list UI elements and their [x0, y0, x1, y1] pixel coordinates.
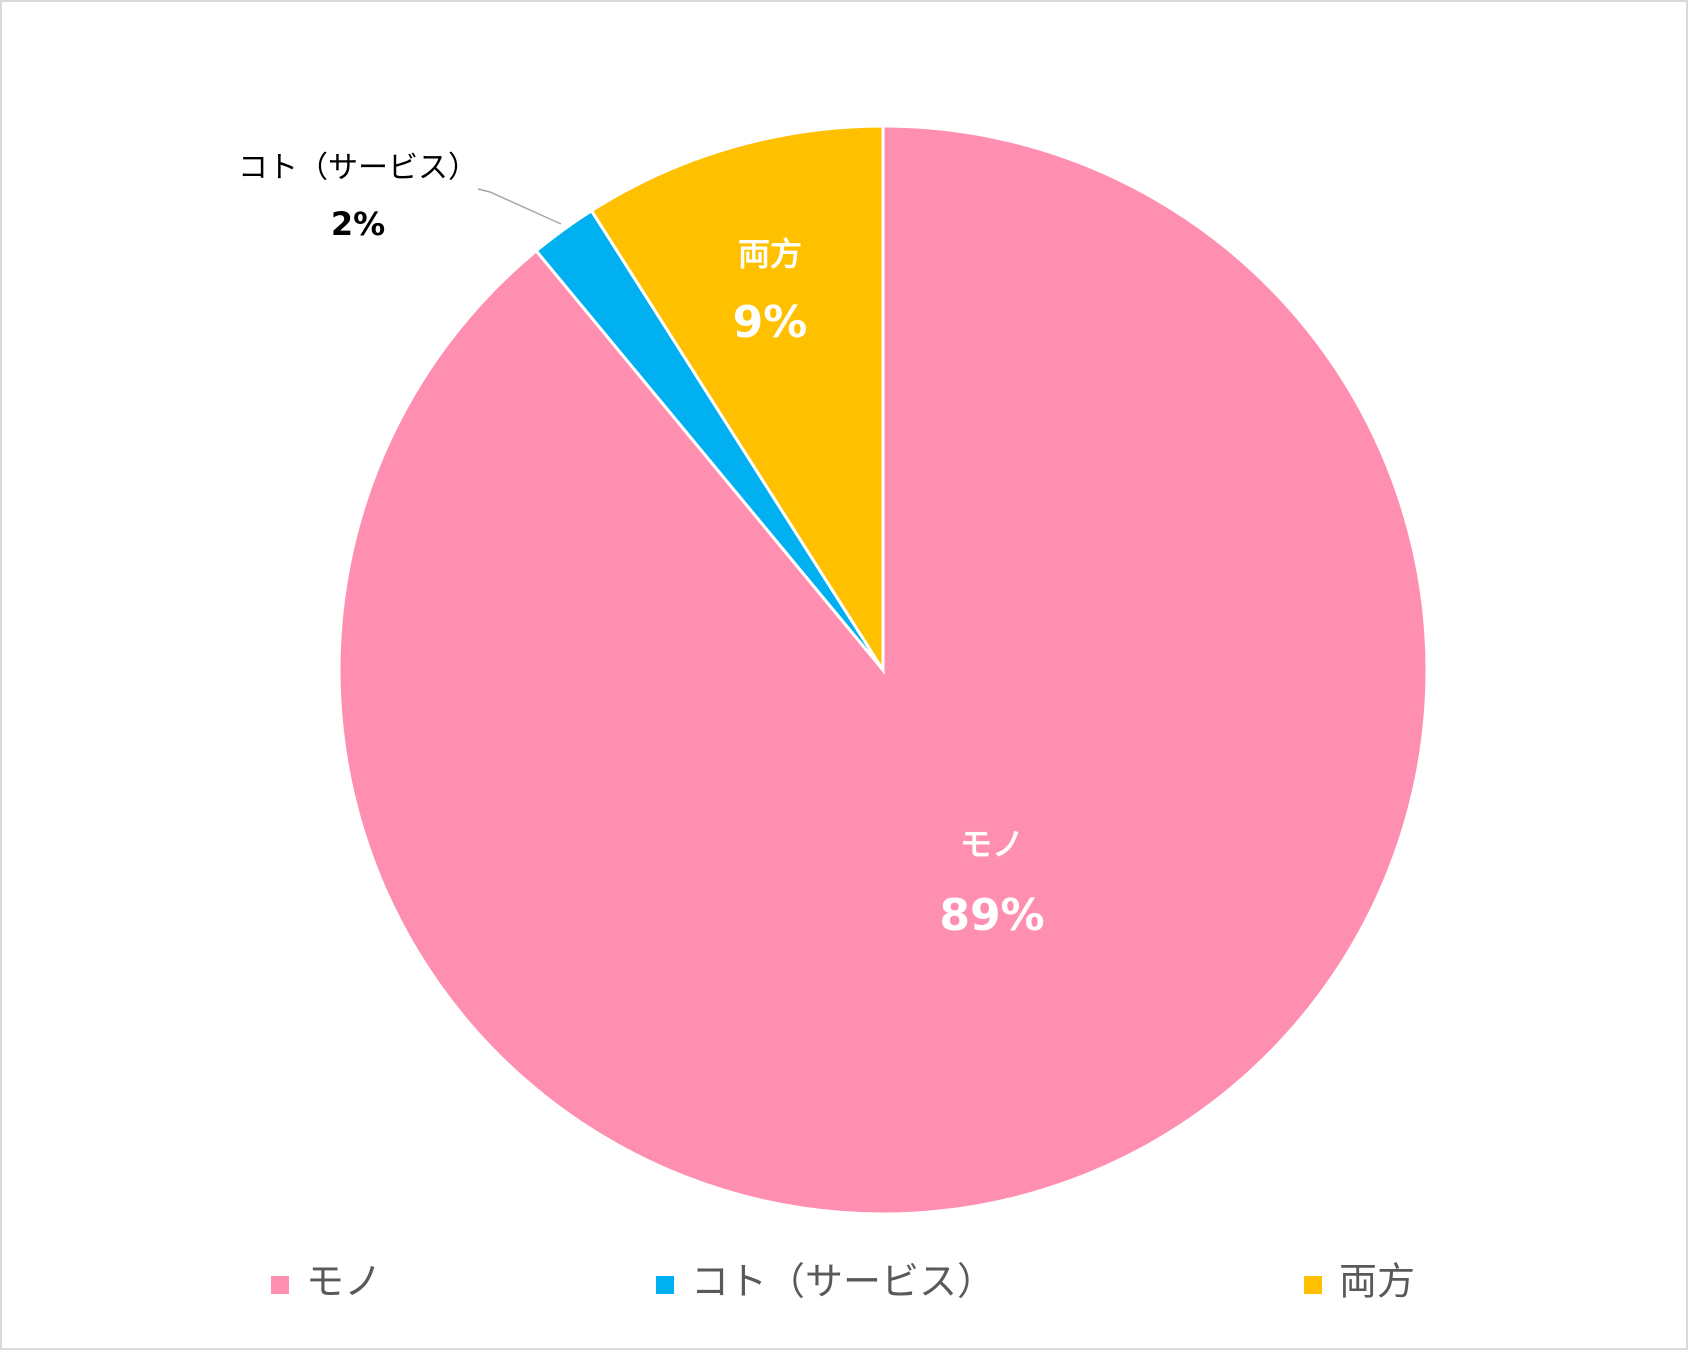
legend-label: モノ — [306, 1260, 382, 1304]
legend-label: コト（サービス） — [691, 1260, 995, 1304]
data-label-value: 89% — [939, 890, 1044, 941]
data-label-name: モノ — [960, 825, 1024, 863]
legend-marker — [271, 1276, 289, 1294]
legend-label: 両方 — [1339, 1260, 1415, 1304]
legend-marker — [656, 1276, 674, 1294]
data-label-value: 9% — [733, 297, 808, 348]
legend-marker — [1304, 1276, 1322, 1294]
pie-slice — [589, 124, 885, 676]
leader-line — [477, 188, 562, 225]
data-label-name: コト（サービス） — [238, 151, 478, 186]
data-label-name: 両方 — [738, 235, 802, 273]
data-label-value: 2% — [331, 205, 385, 243]
